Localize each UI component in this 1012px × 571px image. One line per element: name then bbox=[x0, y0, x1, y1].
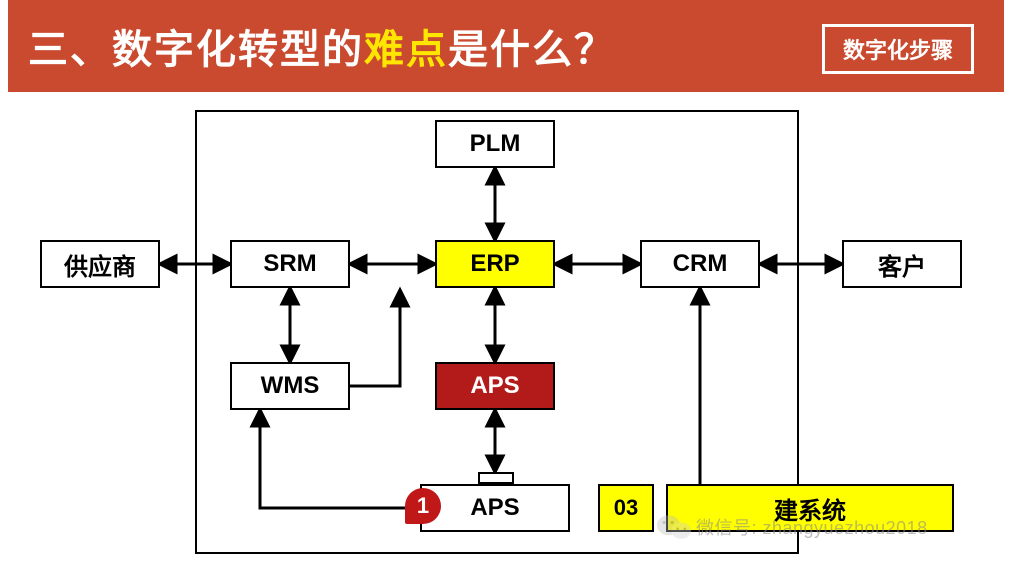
badge-label: 1 bbox=[417, 493, 429, 519]
node-tag03: 03 bbox=[598, 484, 654, 532]
node-supplier: 供应商 bbox=[40, 240, 160, 288]
diagram-area: PLM供应商SRMERPCRM客户WMSAPSAPS03建系统 1 微信号: z… bbox=[0, 92, 1012, 571]
badge-marker: 1 bbox=[405, 488, 441, 524]
node-aps1: APS bbox=[435, 362, 555, 410]
watermark-text: 微信号: zhangyuezhou2018 bbox=[696, 514, 928, 540]
title-prefix: 三、数字化转型的 bbox=[28, 28, 364, 72]
node-customer: 客户 bbox=[842, 240, 962, 288]
node-crm: CRM bbox=[640, 240, 760, 288]
title-suffix: 是什么？ bbox=[448, 28, 616, 72]
node-erp: ERP bbox=[435, 240, 555, 288]
node-plm: PLM bbox=[435, 120, 555, 168]
watermark: 微信号: zhangyuezhou2018 bbox=[656, 512, 928, 542]
wechat-icon bbox=[656, 512, 692, 542]
node-aps2top bbox=[478, 472, 514, 484]
header-box-label: 数字化步骤 bbox=[822, 24, 974, 74]
title-accent: 难点 bbox=[364, 28, 448, 72]
page-title: 三、数字化转型的难点是什么？ bbox=[28, 17, 616, 75]
node-wms: WMS bbox=[230, 362, 350, 410]
header-bar: 三、数字化转型的难点是什么？ 数字化步骤 bbox=[8, 0, 1004, 92]
node-srm: SRM bbox=[230, 240, 350, 288]
node-aps2: APS bbox=[420, 484, 570, 532]
